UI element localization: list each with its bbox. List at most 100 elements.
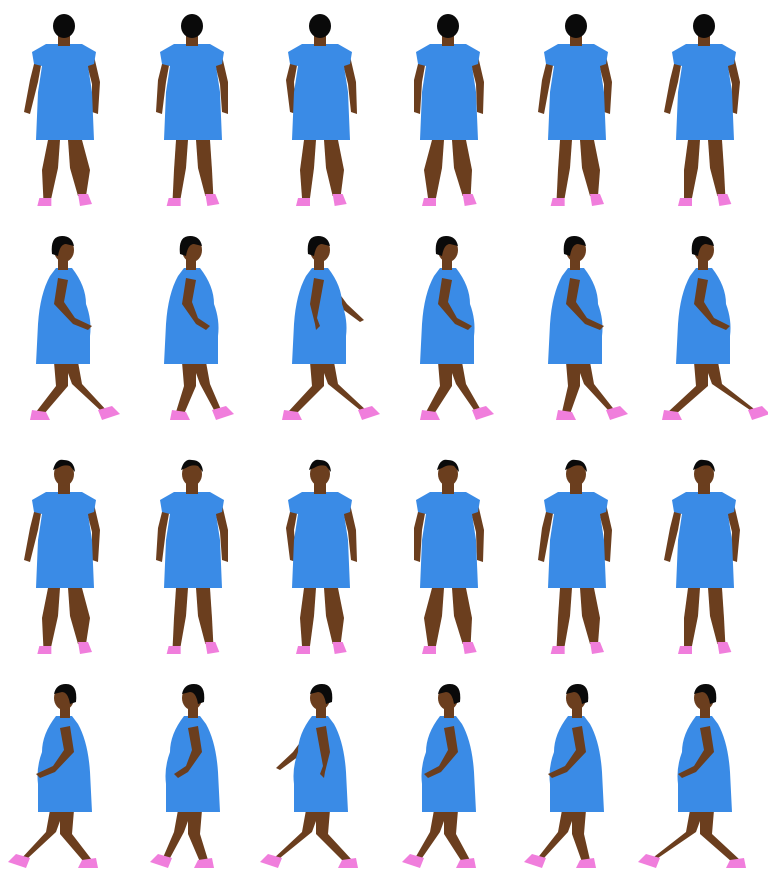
front-arm — [54, 278, 92, 330]
character-sprite — [664, 459, 740, 654]
dress — [544, 492, 608, 588]
right-shoe — [332, 642, 347, 654]
back-leg — [444, 810, 470, 862]
back-leg — [188, 810, 208, 862]
character-sprite — [260, 684, 358, 868]
back-shoe — [170, 410, 190, 420]
left-shoe — [550, 646, 565, 654]
front-leg — [704, 362, 758, 412]
character-sprite — [638, 684, 746, 868]
left-arm — [414, 56, 426, 114]
back-shoe — [194, 858, 214, 868]
dress — [676, 268, 731, 364]
hair — [563, 236, 586, 256]
left-shoe — [37, 646, 52, 654]
right-shoe — [78, 642, 92, 654]
sprite-frame-walk-left-3 — [256, 672, 384, 896]
right-shoe — [590, 194, 604, 206]
dress — [420, 268, 475, 364]
front-arm — [316, 726, 330, 778]
neck — [60, 706, 70, 718]
left-arm — [538, 504, 554, 562]
hair — [435, 236, 458, 256]
neck — [570, 258, 580, 270]
dress — [288, 492, 352, 588]
left-shoe — [166, 646, 181, 654]
hair — [53, 459, 75, 472]
front-leg — [448, 362, 482, 412]
neck — [316, 706, 326, 718]
character-sprite — [538, 459, 612, 654]
neck — [186, 258, 196, 270]
front-arm — [182, 278, 210, 330]
back-shoe — [576, 858, 596, 868]
character-sprite — [24, 459, 100, 654]
hair — [307, 236, 330, 256]
face — [694, 462, 714, 486]
left-arm — [24, 504, 42, 562]
right-shoe — [590, 642, 604, 654]
left-shoe — [678, 646, 692, 654]
head-hair — [437, 14, 459, 38]
dress — [549, 716, 604, 812]
left-leg — [424, 140, 444, 198]
back-leg — [316, 810, 352, 862]
dress — [672, 44, 736, 140]
neck — [700, 706, 710, 718]
hair — [51, 236, 74, 256]
right-arm — [86, 504, 100, 562]
front-leg — [64, 362, 108, 412]
front-arm — [310, 278, 324, 330]
sprite-frame-walk-right-1 — [0, 224, 128, 448]
sprite-frame-walk-right-2 — [128, 224, 256, 448]
back-leg — [668, 362, 708, 414]
character-sprite — [282, 236, 380, 420]
face — [566, 462, 586, 486]
right-leg — [68, 140, 90, 196]
hair — [181, 459, 203, 472]
dress — [292, 268, 347, 364]
right-leg — [580, 588, 600, 644]
right-shoe — [205, 194, 220, 206]
front-shoe — [8, 854, 30, 868]
character-sprite — [286, 459, 357, 654]
right-leg — [452, 588, 472, 644]
character-sprite — [164, 236, 234, 420]
sprite-frame-walk-left-4 — [384, 672, 512, 896]
sprite-frame-walk-down-5 — [512, 448, 640, 672]
right-leg — [708, 140, 726, 196]
dress — [421, 716, 476, 812]
front-leg — [576, 362, 616, 412]
hair — [179, 236, 202, 256]
character-sprite — [286, 14, 357, 206]
left-arm — [24, 56, 42, 114]
front-arm — [566, 278, 604, 330]
sprite-frame-walk-up-5 — [512, 0, 640, 224]
right-shoe — [78, 194, 92, 206]
character-sprite — [420, 236, 494, 420]
hair — [565, 459, 587, 472]
dress — [36, 268, 91, 364]
back-shoe — [420, 410, 440, 420]
dress — [160, 492, 224, 588]
front-shoe — [260, 854, 282, 868]
sprite-frame-walk-down-3 — [256, 448, 384, 672]
back-leg — [60, 810, 92, 862]
left-arm — [414, 504, 426, 562]
sprite-frame-walk-up-4 — [384, 0, 512, 224]
right-arm — [342, 504, 357, 562]
left-shoe — [422, 646, 436, 654]
right-leg — [324, 588, 344, 644]
front-arm — [694, 278, 730, 330]
front-arm — [438, 278, 472, 330]
left-shoe — [296, 646, 310, 654]
sprite-frame-walk-right-4 — [384, 224, 512, 448]
right-shoe — [205, 642, 220, 654]
neck — [698, 258, 708, 270]
back-leg — [36, 362, 68, 414]
back-shoe — [30, 410, 50, 420]
back-shoe — [662, 410, 682, 420]
right-arm — [598, 504, 612, 562]
left-leg — [424, 588, 444, 646]
front-shoe — [150, 854, 172, 868]
